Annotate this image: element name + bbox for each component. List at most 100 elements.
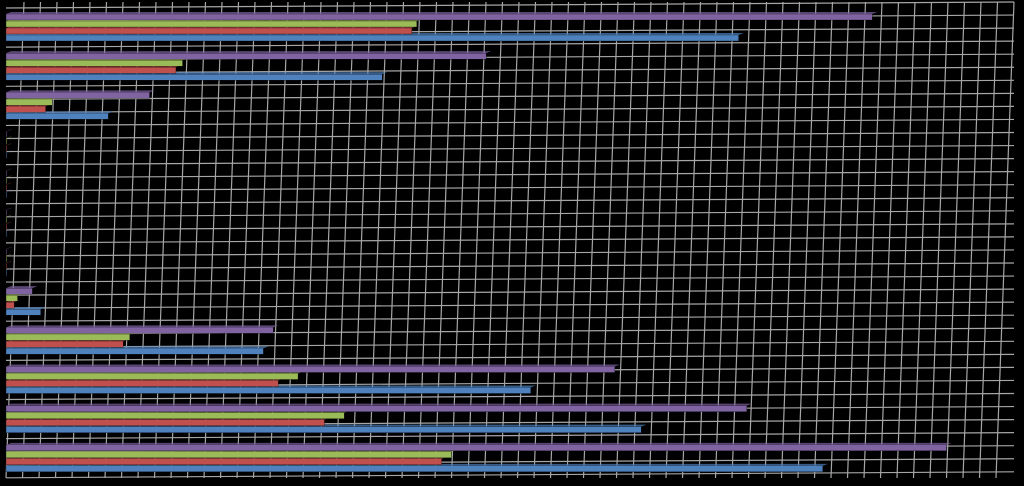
grid-line-horizontal [5,40,1015,48]
grid-line [38,1,58,479]
grid-line [5,1,25,479]
bar [5,131,7,138]
grid-line-horizontal [5,340,1015,348]
bar-top [6,129,12,132]
bar [5,255,7,263]
bar [5,458,442,465]
grid-line-horizontal [5,262,1015,270]
grid-line [467,1,487,479]
grid-line-horizontal [5,171,1015,179]
bar [5,412,345,419]
bar-top [6,307,46,310]
bar [5,334,130,341]
bar [5,145,7,152]
grid-line [137,1,157,479]
grid-line [896,1,916,479]
bar-top [6,442,952,445]
grid-line [549,1,570,479]
grid-line [929,1,949,479]
grid-line [500,1,520,479]
bar-top [6,182,12,185]
bar-top [6,214,12,217]
grid-line-horizontal [5,184,1015,192]
grid-line-horizontal [5,314,1015,322]
bar [5,366,615,373]
bar-top [6,403,752,406]
bar-top [6,268,12,270]
grid-line [153,1,174,479]
bar [5,74,383,81]
grid-line [203,1,223,479]
grid-line [912,1,933,479]
bar [5,177,7,184]
grid-line [269,1,289,479]
bar [5,67,177,74]
grid-line [780,1,801,479]
grid-line [401,1,421,479]
grid-line [995,1,1015,479]
grid-line-horizontal [5,197,1015,205]
grid-line [731,1,751,479]
bar [5,327,274,334]
bar [5,419,325,426]
bar-top [6,247,12,249]
bar [5,138,7,145]
bar [5,295,18,302]
bar [5,269,7,277]
grid-line-horizontal [5,288,1015,296]
grid-line [54,1,75,479]
bar-top [6,175,12,178]
grid-line [104,1,124,479]
grid-line [170,1,190,479]
bar [5,262,7,270]
bar [5,426,642,433]
grid-line [516,1,537,479]
grid-line [830,1,850,479]
bar-top [6,12,878,14]
grid-line [384,1,405,479]
bar [5,248,7,256]
grid-line [566,1,586,479]
bar-top [6,168,12,171]
grid-line-horizontal [5,301,1015,309]
bar [5,191,7,198]
grid-line-horizontal [5,432,1015,440]
bar [5,216,7,223]
bar [5,27,413,35]
grid-line [368,1,388,479]
bar [5,209,7,216]
bar-top [6,286,38,289]
grid-line [450,1,471,479]
grid-line [648,1,669,479]
grid-line-horizontal [5,275,1015,283]
grid-line [764,1,784,479]
bar-top [6,143,12,146]
bar [5,152,7,159]
grid-line [219,1,240,479]
grid-line [747,1,768,479]
grid-line-horizontal [5,144,1015,153]
grid-line [483,1,504,479]
grid-line-horizontal [5,353,1015,361]
grid-line [681,1,702,479]
bar [5,451,452,458]
grid-line [582,1,603,479]
bar-top [6,189,12,192]
grid-line-horizontal [5,210,1015,218]
grid-line [417,1,438,479]
grid-line [186,1,207,479]
grid-line [434,1,454,479]
grid-line [599,1,619,479]
bar [5,106,46,113]
bar [5,92,150,99]
bar [5,373,299,380]
grid-line-horizontal [5,1,1015,9]
grid-line [632,1,652,479]
grid-line [714,1,735,479]
grid-line [879,1,900,479]
bar-top [6,325,279,328]
grid-line-horizontal [5,471,1015,479]
grid-line [698,1,718,479]
grid-line [302,1,322,479]
